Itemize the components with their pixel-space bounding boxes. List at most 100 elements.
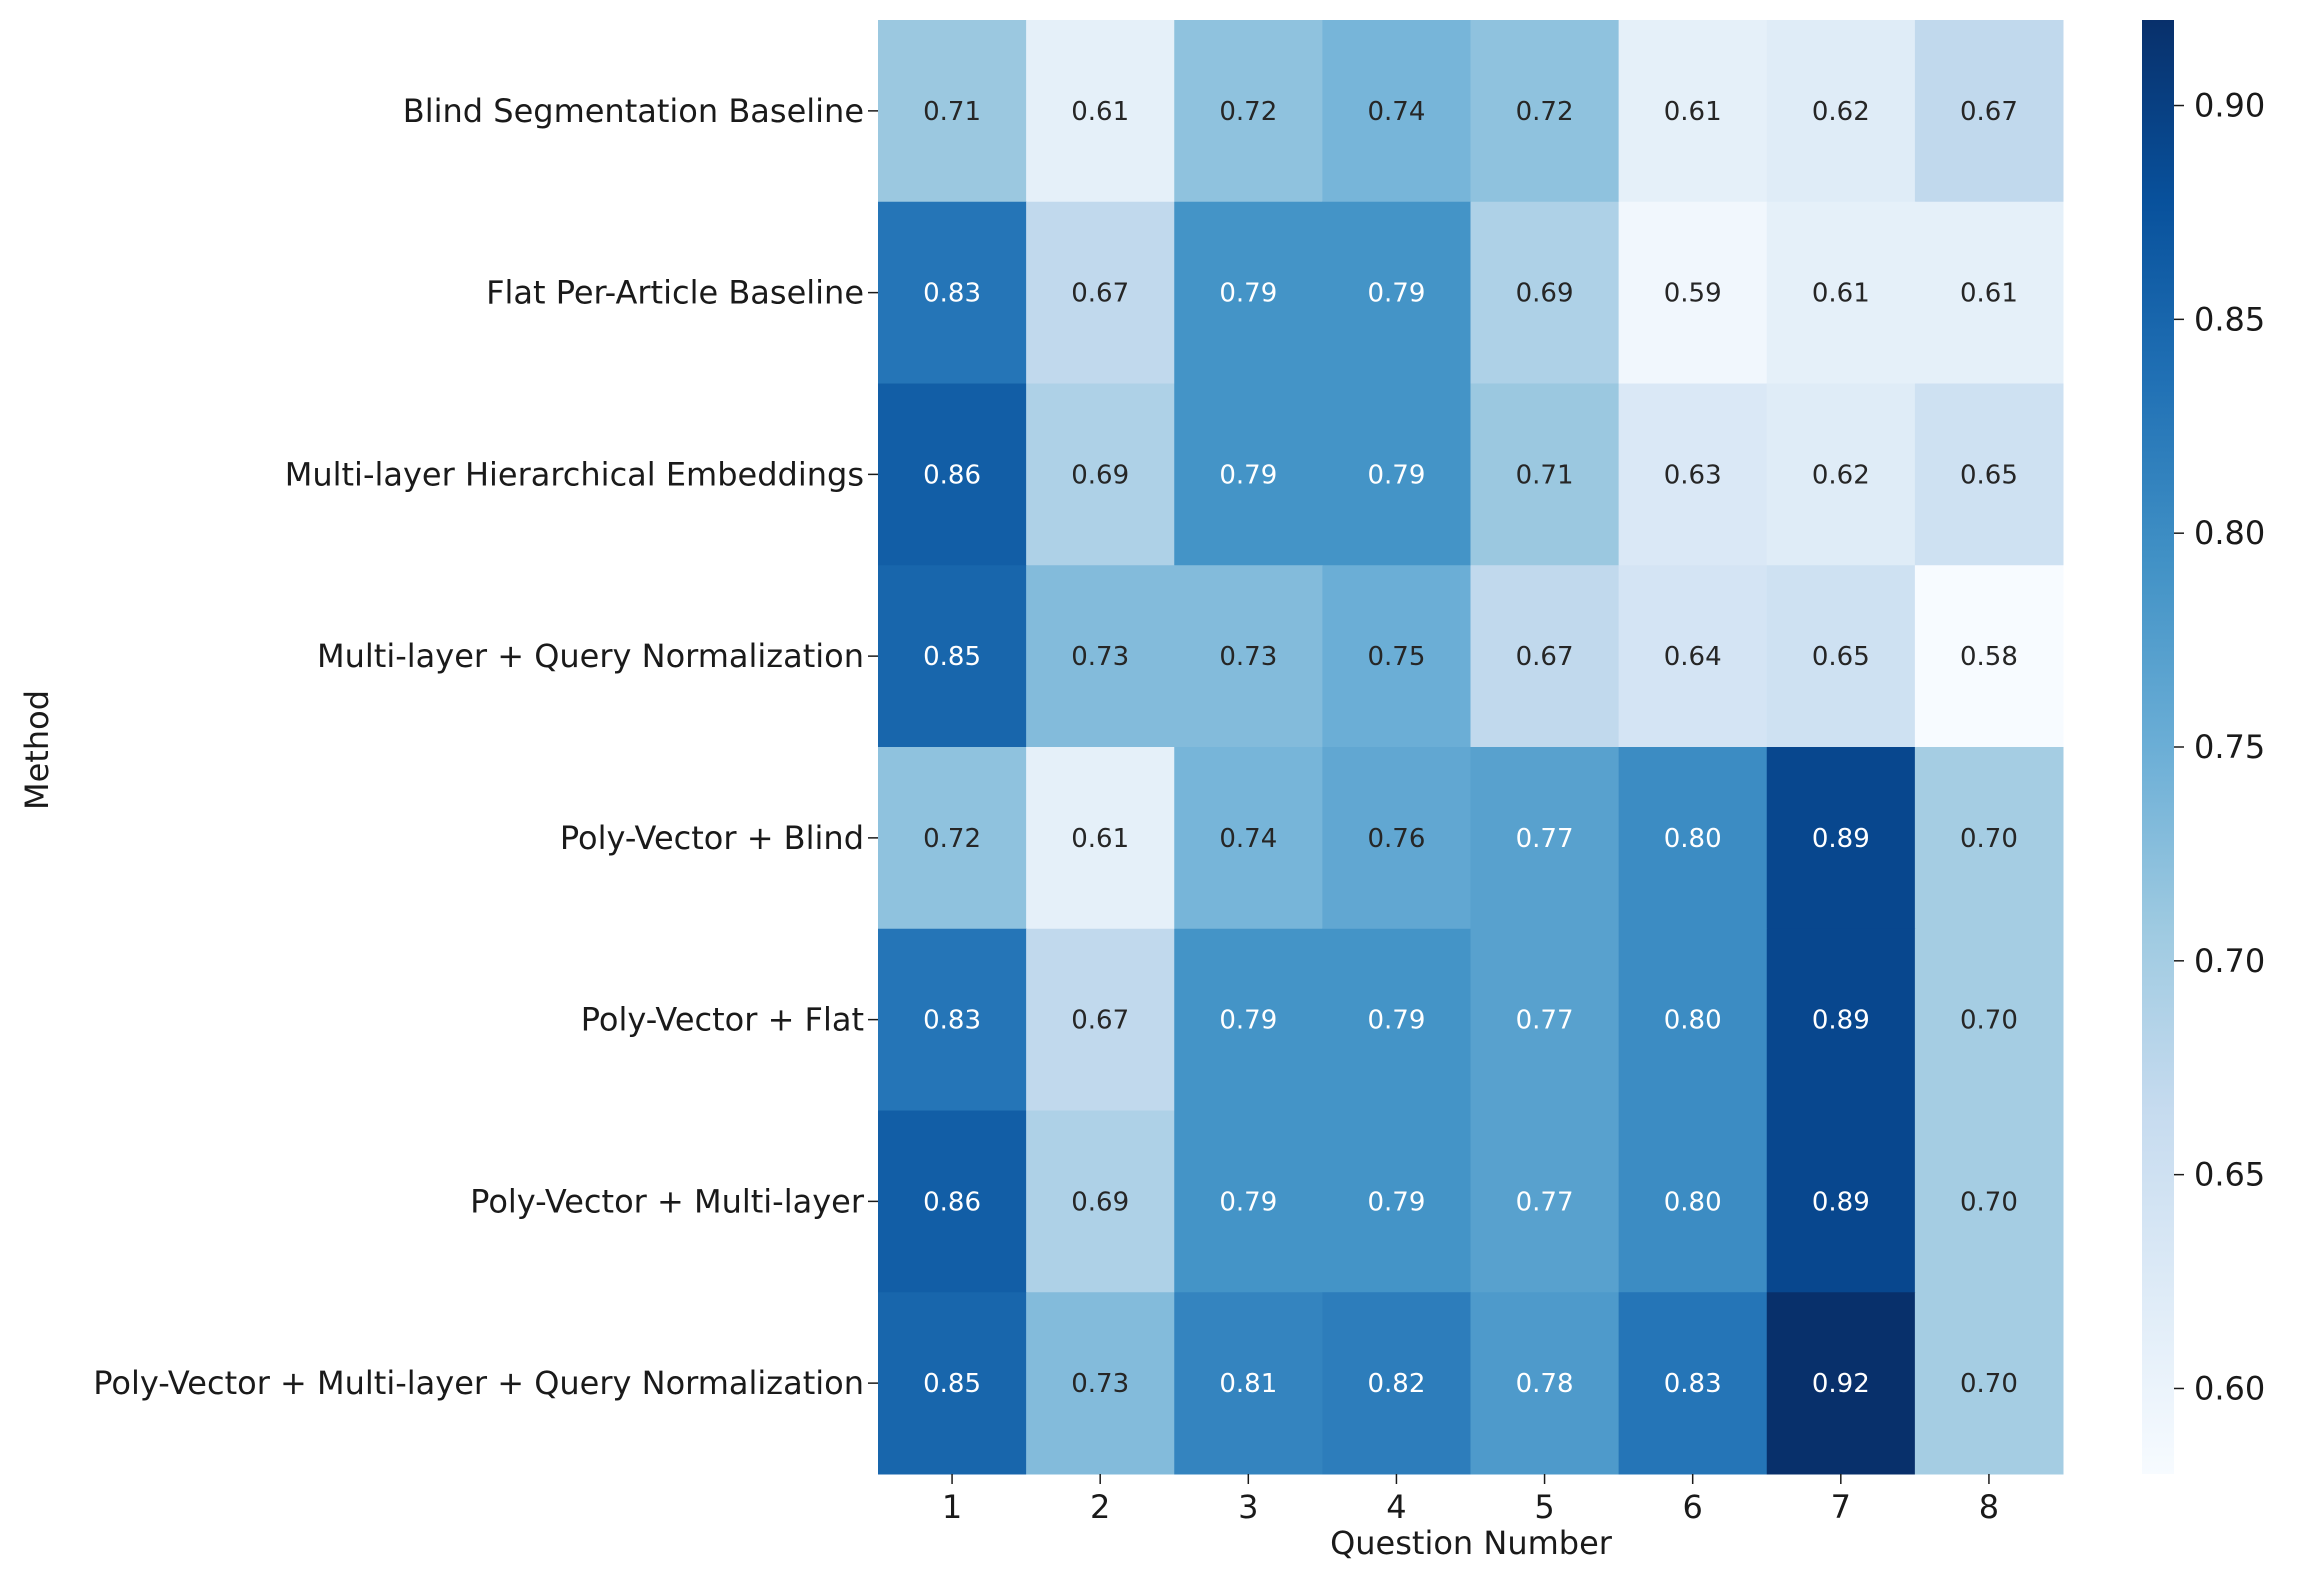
heatmap-cell	[1470, 201, 1620, 384]
cell-value-label: 0.62	[1812, 97, 1870, 127]
cell-value-label: 0.79	[1367, 279, 1425, 309]
column-label: 1	[942, 1488, 962, 1526]
heatmap-cell	[878, 747, 1027, 930]
cell-value-label: 0.79	[1219, 460, 1277, 490]
heatmap-cell	[1470, 1292, 1620, 1475]
heatmap-cell	[1174, 1292, 1323, 1475]
heatmap-cell	[1914, 20, 2064, 203]
heatmap-cell	[1174, 747, 1323, 930]
row-label: Poly-Vector + Multi-layer + Query Normal…	[93, 1364, 864, 1402]
cell-value-label: 0.64	[1664, 642, 1722, 672]
cell-value-label: 0.75	[1367, 642, 1425, 672]
heatmap-cell	[1914, 1110, 2064, 1293]
y-axis-label: Method	[18, 690, 56, 810]
cell-value-label: 0.72	[923, 824, 981, 854]
heatmap-cell	[1322, 747, 1471, 930]
heatmap-cell	[1322, 20, 1471, 203]
heatmap-cell	[1026, 20, 1175, 203]
heatmap-cell	[1322, 383, 1471, 566]
cell-value-label: 0.61	[1071, 824, 1129, 854]
heatmap-cell	[1026, 201, 1175, 384]
heatmap-cell	[1766, 928, 1916, 1111]
heatmap-cell	[1766, 383, 1916, 566]
colorbar-tick-label: 0.60	[2194, 1369, 2265, 1407]
colorbar-tick-label: 0.90	[2194, 87, 2265, 125]
heatmap-cell	[878, 20, 1027, 203]
cell-value-label: 0.89	[1812, 1187, 1870, 1217]
cell-value-label: 0.70	[1960, 1006, 2018, 1036]
heatmap-cell	[1618, 383, 1768, 566]
cell-value-label: 0.70	[1960, 824, 2018, 854]
cell-value-label: 0.74	[1367, 97, 1425, 127]
cell-value-label: 0.70	[1960, 1187, 2018, 1217]
row-label: Poly-Vector + Multi-layer	[470, 1182, 865, 1220]
cell-value-label: 0.61	[1664, 97, 1722, 127]
cell-value-label: 0.83	[923, 1006, 981, 1036]
cell-value-label: 0.65	[1812, 642, 1870, 672]
cell-value-label: 0.77	[1516, 1006, 1574, 1036]
cell-value-label: 0.83	[1664, 1369, 1722, 1399]
cell-value-label: 0.69	[1516, 279, 1574, 309]
column-label: 6	[1683, 1488, 1703, 1526]
cell-value-label: 0.74	[1219, 824, 1277, 854]
heatmap-cell	[1026, 383, 1175, 566]
cell-value-label: 0.79	[1367, 1187, 1425, 1217]
column-labels: 1 2 3 4 5 6 7 8	[942, 1474, 1999, 1526]
column-label: 5	[1534, 1488, 1554, 1526]
heatmap-cell	[1470, 20, 1620, 203]
colorbar-gradient	[2142, 20, 2174, 1474]
heatmap-cell	[1470, 1110, 1620, 1293]
heatmap-cell	[878, 201, 1027, 384]
heatmap-cell	[1618, 20, 1768, 203]
cell-value-label: 0.79	[1219, 1187, 1277, 1217]
heatmap-cell	[1470, 928, 1620, 1111]
column-label: 7	[1831, 1488, 1851, 1526]
cell-value-label: 0.77	[1516, 1187, 1574, 1217]
column-label: 4	[1386, 1488, 1406, 1526]
heatmap-cell	[878, 565, 1027, 748]
heatmap-cell	[1914, 383, 2064, 566]
cell-value-label: 0.61	[1812, 279, 1870, 309]
cell-value-label: 0.59	[1664, 279, 1722, 309]
cell-value-label: 0.89	[1812, 1006, 1870, 1036]
heatmap-cell	[1174, 928, 1323, 1111]
x-axis-label: Question Number	[1330, 1524, 1613, 1562]
cell-value-label: 0.72	[1516, 97, 1574, 127]
cell-value-label: 0.58	[1960, 642, 2018, 672]
heatmap-cell	[1026, 1292, 1175, 1475]
colorbar-tick-label: 0.75	[2194, 728, 2265, 766]
cell-value-label: 0.80	[1664, 1006, 1722, 1036]
heatmap-cell	[1618, 747, 1768, 930]
cell-value-label: 0.71	[923, 97, 981, 127]
heatmap-cell	[1470, 383, 1620, 566]
column-label: 3	[1238, 1488, 1258, 1526]
cell-value-label: 0.65	[1960, 460, 2018, 490]
cell-value-label: 0.86	[923, 1187, 981, 1217]
cell-value-label: 0.78	[1516, 1369, 1574, 1399]
heatmap-cell	[1618, 928, 1768, 1111]
cell-value-label: 0.63	[1664, 460, 1722, 490]
cell-value-label: 0.85	[923, 1369, 981, 1399]
row-label: Multi-layer Hierarchical Embeddings	[285, 455, 864, 493]
heatmap-cell	[878, 1292, 1027, 1475]
cell-value-label: 0.62	[1812, 460, 1870, 490]
cell-value-label: 0.81	[1219, 1369, 1277, 1399]
colorbar-tick-label: 0.70	[2194, 942, 2265, 980]
cell-value-label: 0.73	[1071, 642, 1129, 672]
colorbar: 0.60 0.65 0.70 0.75 0.80 0.85 0.90	[2142, 20, 2265, 1474]
heatmap-cell	[1766, 20, 1916, 203]
heatmap-cell	[1322, 201, 1471, 384]
cell-value-label: 0.86	[923, 460, 981, 490]
heatmap-cell	[1766, 201, 1916, 384]
heatmap-cell	[1174, 20, 1323, 203]
heatmap-cell-labels: 0.71 0.61 0.72 0.74 0.72 0.61 0.62 0.67 0.83 0.67…	[923, 97, 2018, 1399]
heatmap-cell	[1322, 565, 1471, 748]
cell-value-label: 0.85	[923, 642, 981, 672]
row-labels: Blind Segmentation Baseline Flat Per-Arti…	[93, 92, 878, 1402]
heatmap-cell	[1914, 928, 2064, 1111]
cell-value-label: 0.83	[923, 279, 981, 309]
cell-value-label: 0.92	[1812, 1369, 1870, 1399]
heatmap-cell	[1026, 1110, 1175, 1293]
cell-value-label: 0.69	[1071, 460, 1129, 490]
